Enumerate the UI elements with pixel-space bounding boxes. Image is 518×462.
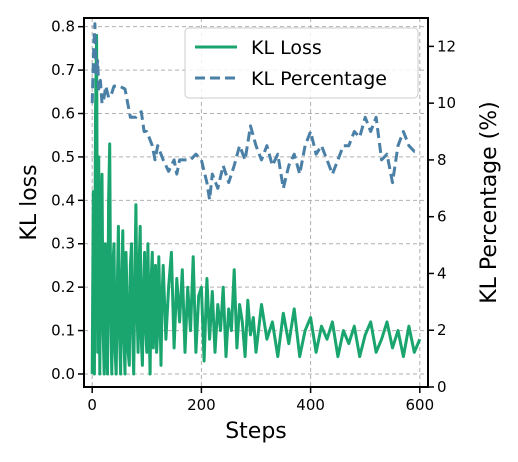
y-left-tick-label: 0.7: [51, 61, 75, 79]
legend-label-kl-loss: KL Loss: [251, 37, 322, 59]
y-left-tick-label: 0.2: [51, 278, 75, 296]
series-layer: [90, 22, 422, 376]
y-right-tick-label: 12: [437, 37, 456, 55]
y-right-tick-label: 0: [437, 378, 447, 396]
x-tick-label: 400: [296, 396, 325, 414]
x-tick-label: 600: [405, 396, 434, 414]
y-right-tick-label: 8: [437, 151, 447, 169]
x-tick-label: 200: [187, 396, 216, 414]
y-left-tick-label: 0.6: [51, 105, 75, 123]
legend: KL Loss KL Percentage: [184, 27, 419, 99]
x-tick-label: 0: [87, 396, 97, 414]
y-right-tick-label: 6: [437, 208, 447, 226]
series-line-kl-percentage: [90, 22, 420, 202]
y-right-tick-label: 10: [437, 94, 456, 112]
ticks-layer: 0 200 400 600 0.0 0.1 0.2 0.3 0.4 0.5 0.6 0.7 0.8 0 2 4…: [51, 18, 456, 414]
y-left-tick-label: 0.0: [51, 365, 75, 383]
y-right-tick-label: 2: [437, 321, 447, 339]
y-right-tick-label: 4: [437, 264, 447, 282]
x-axis-title: Steps: [225, 419, 287, 444]
y-left-tick-label: 0.5: [51, 148, 75, 166]
y-axis-left-title: KL loss: [17, 164, 42, 240]
y-left-tick-label: 0.4: [51, 191, 75, 209]
y-left-tick-label: 0.8: [51, 18, 75, 36]
y-left-tick-label: 0.1: [51, 322, 75, 340]
y-left-tick-label: 0.3: [51, 235, 75, 253]
series-line-kl-loss: [90, 33, 422, 376]
y-axis-right-title: KL Percentage (%): [477, 101, 502, 304]
plot-frame: [83, 17, 429, 388]
legend-box: [184, 27, 419, 99]
legend-label-kl-percentage: KL Percentage: [251, 68, 387, 90]
